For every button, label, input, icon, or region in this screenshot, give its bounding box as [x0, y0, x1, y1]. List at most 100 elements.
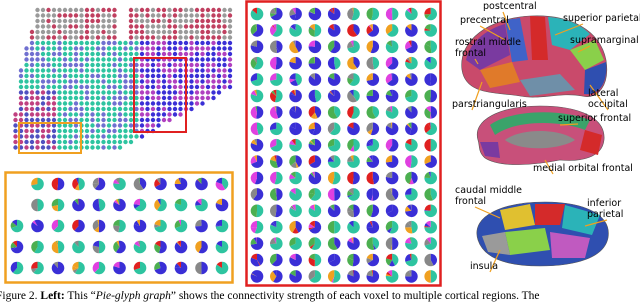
- voxel-dot: [101, 73, 106, 79]
- voxel-dot: [161, 29, 167, 35]
- pie-wedge: [308, 237, 315, 248]
- pie-wedge: [75, 177, 79, 184]
- pie-wedge: [370, 270, 373, 277]
- pie-wedge: [430, 188, 437, 201]
- voxel-dot: [73, 24, 79, 29]
- pie-wedge: [289, 89, 302, 103]
- pie-glyph: [289, 106, 302, 119]
- pie-wedge: [274, 171, 283, 185]
- pie-wedge: [334, 56, 341, 70]
- voxel-dot: [189, 57, 194, 62]
- pie-glyph: [113, 198, 126, 212]
- pie-glyph: [327, 237, 341, 250]
- voxel-dot: [200, 24, 205, 29]
- pie-wedge: [308, 11, 315, 14]
- pie-wedge: [289, 14, 296, 21]
- pie-wedge: [429, 112, 432, 119]
- voxel-dot: [40, 62, 46, 68]
- voxel-dot: [150, 79, 156, 84]
- voxel-dot: [161, 24, 167, 29]
- pie-wedge: [372, 188, 380, 201]
- voxel-dot: [156, 117, 161, 123]
- pie-glyph: [308, 171, 322, 185]
- voxel-dot: [205, 13, 211, 18]
- region-label: parietal: [587, 209, 623, 220]
- pie-wedge: [272, 220, 277, 228]
- pie-wedge: [366, 221, 373, 228]
- voxel-dot: [57, 24, 62, 29]
- pie-glyph: [174, 240, 188, 254]
- pie-glyph: [385, 89, 399, 103]
- voxel-dot: [134, 84, 139, 90]
- label-arrow: [502, 11, 511, 31]
- pie-wedge: [405, 155, 412, 168]
- pie-glyph: [289, 40, 302, 54]
- pie-wedge: [272, 25, 277, 31]
- pie-glyph: [308, 220, 322, 234]
- pie-wedge: [270, 40, 278, 54]
- voxel-dot: [84, 62, 90, 68]
- voxel-dot: [222, 35, 227, 40]
- pie-wedge: [114, 200, 120, 205]
- pie-glyph: [250, 56, 264, 70]
- pie-wedge: [347, 257, 354, 260]
- voxel-dot: [84, 79, 90, 84]
- voxel-dot: [150, 24, 156, 29]
- voxel-dot: [139, 123, 145, 128]
- pie-wedge: [366, 155, 380, 168]
- pie-wedge: [308, 73, 322, 86]
- pie-wedge: [308, 89, 317, 103]
- voxel-dot: [51, 7, 57, 13]
- voxel-dot: [123, 90, 128, 95]
- voxel-dot: [200, 57, 205, 62]
- voxel-dot: [35, 46, 40, 51]
- pie-glyph: [289, 155, 302, 168]
- pie-glyph: [424, 24, 437, 37]
- voxel-dot: [183, 46, 189, 51]
- voxel-dot: [101, 112, 106, 117]
- pie-wedge: [385, 258, 393, 266]
- voxel-dot: [189, 106, 194, 112]
- voxel-dot: [145, 112, 150, 117]
- pie-glyph: [289, 204, 302, 218]
- pie-wedge: [154, 243, 161, 254]
- voxel-dot: [128, 139, 134, 145]
- pie-wedge: [327, 156, 335, 162]
- pie-wedge: [408, 7, 412, 14]
- voxel-dot: [73, 106, 79, 112]
- pie-wedge: [113, 198, 126, 212]
- pie-glyph: [405, 73, 418, 86]
- pie-wedge: [251, 273, 257, 277]
- voxel-dot: [40, 57, 46, 62]
- pie-glyph: [424, 270, 437, 283]
- voxel-dot: [161, 51, 167, 57]
- voxel-dot: [73, 51, 79, 57]
- voxel-dot: [178, 18, 183, 24]
- voxel-dot: [24, 112, 29, 117]
- voxel-dot: [128, 90, 134, 95]
- voxel-dot: [40, 51, 46, 57]
- voxel-dot: [128, 101, 134, 106]
- pie-wedge: [366, 74, 373, 81]
- pie-glyph: [308, 237, 322, 250]
- pie-glyph: [366, 171, 380, 185]
- pie-glyph: [289, 89, 302, 103]
- voxel-dot: [150, 123, 156, 128]
- voxel-dot: [205, 73, 211, 79]
- pie-wedge: [271, 253, 283, 267]
- pie-wedge: [276, 40, 283, 53]
- pie-wedge: [424, 188, 433, 201]
- voxel-dot: [106, 84, 112, 90]
- region-label: inferior: [587, 198, 621, 209]
- pie-glyph: [92, 219, 106, 233]
- voxel-dot: [156, 24, 161, 29]
- voxel-dot: [90, 29, 95, 35]
- pie-glyph: [424, 40, 437, 54]
- voxel-dot: [106, 18, 112, 24]
- voxel-dot: [95, 46, 101, 51]
- voxel-dot: [172, 84, 178, 90]
- voxel-dot: [134, 18, 139, 24]
- region-label: precentral: [460, 15, 509, 26]
- pie-glyph: [385, 253, 399, 267]
- pie-wedge: [367, 140, 373, 146]
